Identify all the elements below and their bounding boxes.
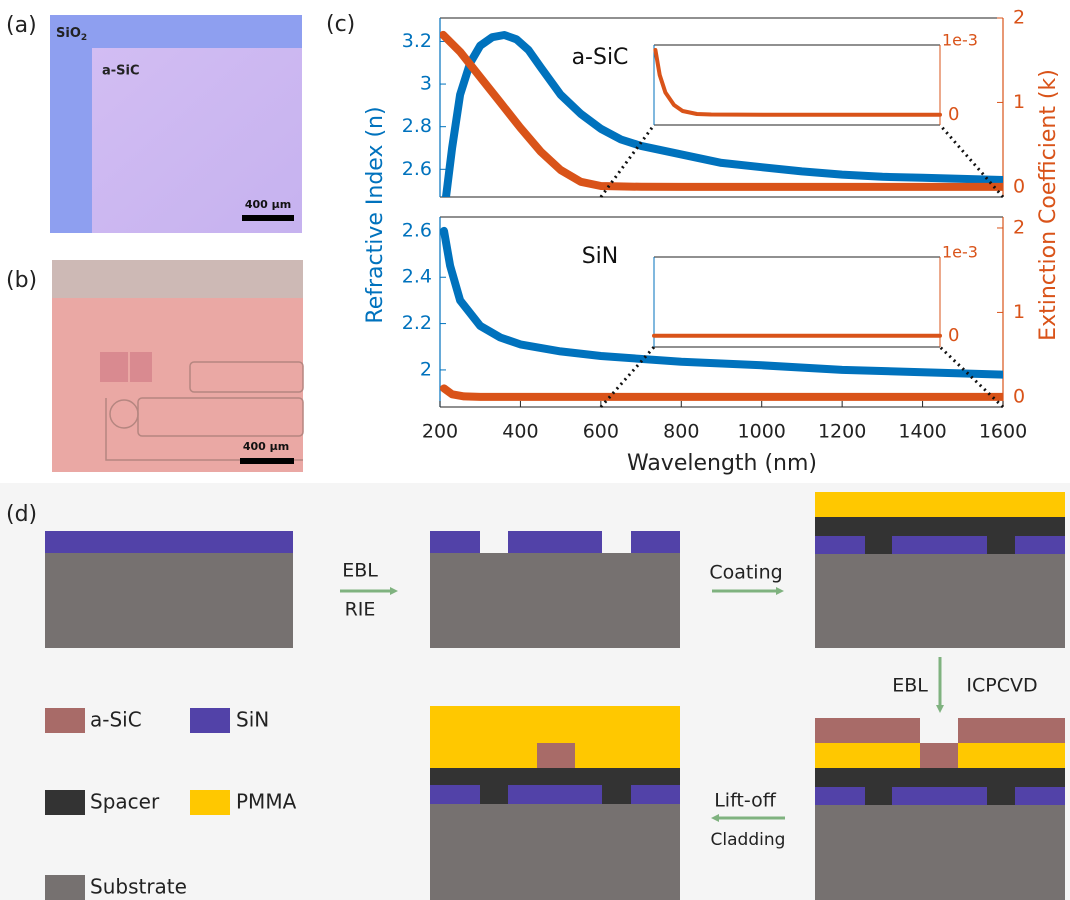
y2-tick-label: 0: [1013, 385, 1025, 407]
y-tick-label: 3.2: [402, 30, 432, 52]
subscript: 2: [81, 33, 87, 43]
x-tick-label: 1600: [979, 421, 1027, 443]
asic-core: [537, 743, 575, 768]
inset-background: [654, 45, 940, 125]
step-label: EBL: [342, 560, 378, 582]
substrate: [815, 805, 1065, 900]
scale-bar: [242, 215, 294, 221]
step-label: Lift-off: [714, 790, 777, 812]
y2-tick-label: 1: [1013, 301, 1025, 323]
x-tick-label: 600: [583, 421, 619, 443]
panel-b: (b) 400 µm: [6, 260, 304, 472]
scale-bar: [240, 458, 294, 464]
x-tick-label: 800: [663, 421, 699, 443]
y-tick-label: 2.2: [402, 312, 432, 334]
sin-layer: [815, 536, 1065, 554]
legend-label: Substrate: [90, 875, 187, 899]
step-label: Coating: [709, 562, 782, 584]
pmma-layer: [815, 743, 1065, 768]
y-tick-label: 2: [420, 358, 432, 380]
step-label: EBL: [892, 675, 928, 697]
data-line: [440, 384, 1003, 401]
legend-swatch: [45, 875, 85, 900]
data-line: [440, 30, 1003, 191]
panel-d: (d) EBL RIE Coating EBL: [0, 483, 1070, 900]
film-label: a-SiC: [102, 64, 140, 79]
step-label: ICPCVD: [966, 675, 1037, 697]
substrate: [430, 553, 680, 648]
scale-bar-label: 400 µm: [245, 198, 291, 211]
pmma-layer: [815, 492, 1065, 517]
panel-label: (b): [6, 268, 37, 293]
y2-tick-label: 1: [1013, 91, 1025, 113]
substrate: [815, 554, 1065, 648]
legend-label: a-SiC: [90, 708, 142, 732]
data-line: [440, 226, 1003, 379]
panel-label: (a): [6, 13, 37, 38]
legend-swatch: [45, 790, 85, 815]
annotation: SiN: [582, 244, 619, 269]
plot-area: [440, 226, 1003, 401]
y-tick-label: 2.4: [402, 266, 432, 288]
annotation: a-SiC: [572, 45, 629, 70]
y-tick-label: 2.6: [402, 219, 432, 241]
y2-tick-label: 2: [1013, 7, 1025, 29]
waveguides: [105, 361, 304, 461]
zoom-connector: [938, 124, 1005, 198]
inset-offset-label: 1e-3: [942, 31, 978, 50]
charts: 2.6 2.8 3 3.2 0 1 2 a-SiC 0 1e-3 2 2.2 2.4 2.6 0 1 2 200 4…: [402, 7, 1027, 443]
zoom-connector: [599, 346, 656, 408]
x-tick-label: 1000: [738, 421, 786, 443]
zoom-connector: [938, 345, 1005, 409]
panel-label: (c): [326, 12, 355, 37]
legend-label: SiN: [236, 708, 269, 732]
asic-layer: [815, 718, 1065, 768]
y2-tick-label: 0: [1013, 175, 1025, 197]
inset-offset-label: 1e-3: [942, 243, 978, 262]
data-line: [442, 31, 1003, 197]
y2-tick-label: 2: [1013, 216, 1025, 238]
edge-region: [52, 260, 303, 298]
scale-bar-label: 400 µm: [243, 440, 289, 453]
sin-layer: [430, 785, 680, 804]
inset-y-tick-label: 0: [948, 104, 959, 125]
substrate: [45, 553, 293, 648]
panel-a: (a) SiO2 a-SiC 400 µm: [6, 13, 302, 233]
sin-layer: [45, 531, 293, 553]
substrate-text: SiO: [56, 26, 81, 41]
plot-area: [440, 30, 1003, 197]
x-tick-label: 1200: [818, 421, 866, 443]
y2-axis-title: Extinction Coefficient (k): [1036, 69, 1061, 341]
substrate-label: SiO2: [56, 26, 87, 43]
x-tick-label: 1400: [898, 421, 946, 443]
y-tick-label: 3: [420, 73, 432, 95]
legend-swatch: [190, 790, 230, 815]
legend-swatch: [190, 708, 230, 733]
test-patterns: [100, 352, 152, 382]
y-tick-label: 2.8: [402, 115, 432, 137]
legend-label: Spacer: [90, 790, 160, 814]
legend-swatch: [45, 708, 85, 733]
panel-label: (d): [6, 502, 37, 527]
data-line: [653, 48, 942, 117]
step-label: Cladding: [711, 830, 786, 850]
x-axis-title: Wavelength (nm): [627, 451, 817, 476]
x-tick-label: 400: [502, 421, 538, 443]
sin-layer: [430, 531, 680, 553]
substrate: [430, 804, 680, 900]
x-tick-label: 200: [422, 421, 458, 443]
arrows: [340, 587, 944, 822]
inset-background: [654, 257, 940, 347]
film-region: [92, 48, 302, 233]
inset-y-tick-label: 0: [948, 325, 959, 346]
step-label: RIE: [345, 599, 376, 621]
y-axis-title: Refractive Index (n): [363, 106, 388, 323]
y-tick-label: 2.6: [402, 158, 432, 180]
sin-layer: [815, 787, 1065, 805]
legend-label: PMMA: [236, 790, 297, 814]
